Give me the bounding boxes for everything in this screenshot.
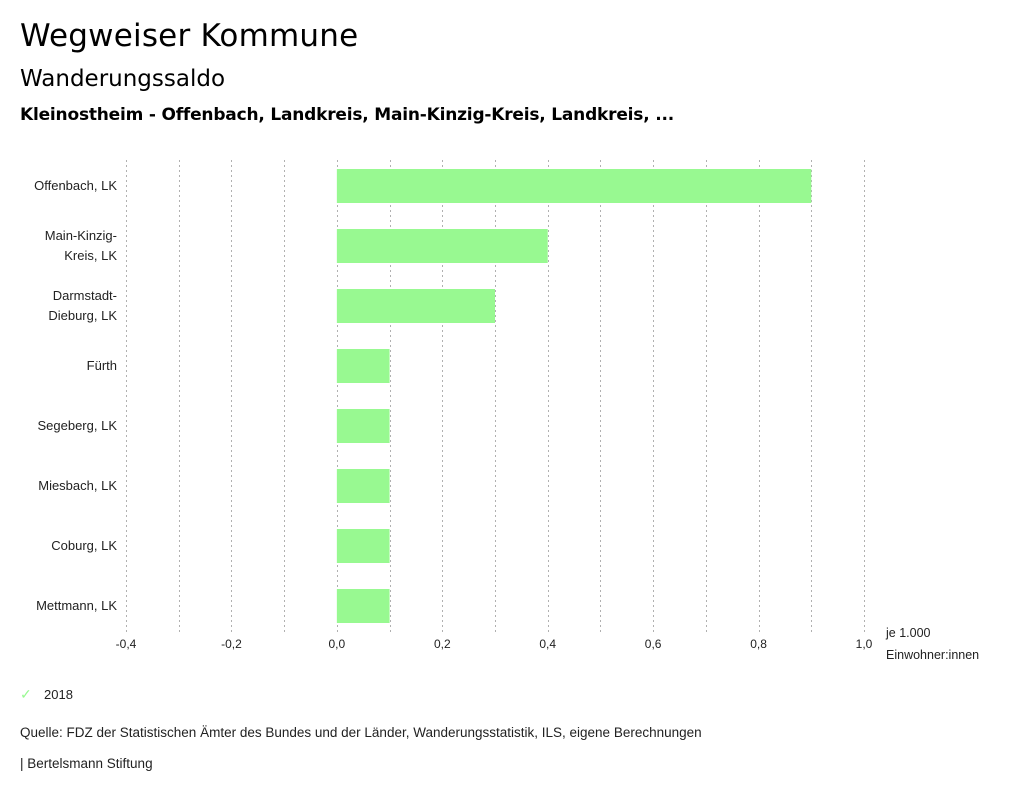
unit-label-line-2: Einwohner:innen <box>886 648 979 662</box>
category-label: Darmstadt- <box>53 288 117 303</box>
tick-label: 0,8 <box>750 637 767 651</box>
selection-description: Kleinostheim - Offenbach, Landkreis, Mai… <box>20 105 674 125</box>
page-title: Wegweiser Kommune <box>20 18 359 54</box>
legend-item-2018[interactable]: ✓ 2018 <box>20 686 73 703</box>
tick-label: 1,0 <box>856 637 873 651</box>
category-label: Coburg, LK <box>51 538 117 553</box>
bar[interactable] <box>336 349 390 383</box>
category-label: Miesbach, LK <box>38 478 117 493</box>
tick-label: 0,4 <box>539 637 556 651</box>
tick-label: 0,0 <box>329 637 346 651</box>
category-label: Offenbach, LK <box>34 178 117 193</box>
credit-note: | Bertelsmann Stiftung <box>20 756 153 771</box>
category-label: Dieburg, LK <box>48 308 117 323</box>
bar[interactable] <box>336 469 390 503</box>
category-label: Kreis, LK <box>64 248 117 263</box>
bar[interactable] <box>336 409 390 443</box>
bar-chart: Offenbach, LK Main-Kinzig- Kreis, LK Darmst… <box>34 160 979 662</box>
category-label: Mettmann, LK <box>36 598 117 613</box>
chart-subtitle: Wanderungssaldo <box>20 66 226 92</box>
x-axis-ticks: -0,4 -0,2 0,0 0,2 0,4 0,6 0,8 1,0 <box>116 637 873 651</box>
legend-label: 2018 <box>44 687 73 702</box>
category-label: Fürth <box>87 358 117 373</box>
check-icon: ✓ <box>20 686 32 702</box>
bars <box>336 169 812 623</box>
tick-label: 0,2 <box>434 637 451 651</box>
category-label: Main-Kinzig- <box>45 228 117 243</box>
gridlines <box>126 160 865 632</box>
bar[interactable] <box>336 229 548 263</box>
unit-label-line-1: je 1.000 <box>885 626 931 640</box>
source-note: Quelle: FDZ der Statistischen Ämter des … <box>20 725 702 740</box>
tick-label: -0,2 <box>221 637 242 651</box>
tick-label: -0,4 <box>116 637 137 651</box>
bar[interactable] <box>336 529 390 563</box>
category-label: Segeberg, LK <box>37 418 117 433</box>
category-labels: Offenbach, LK Main-Kinzig- Kreis, LK Darmst… <box>34 178 117 613</box>
bar[interactable] <box>336 289 495 323</box>
tick-label: 0,6 <box>645 637 662 651</box>
bar[interactable] <box>336 589 390 623</box>
bar[interactable] <box>336 169 812 203</box>
